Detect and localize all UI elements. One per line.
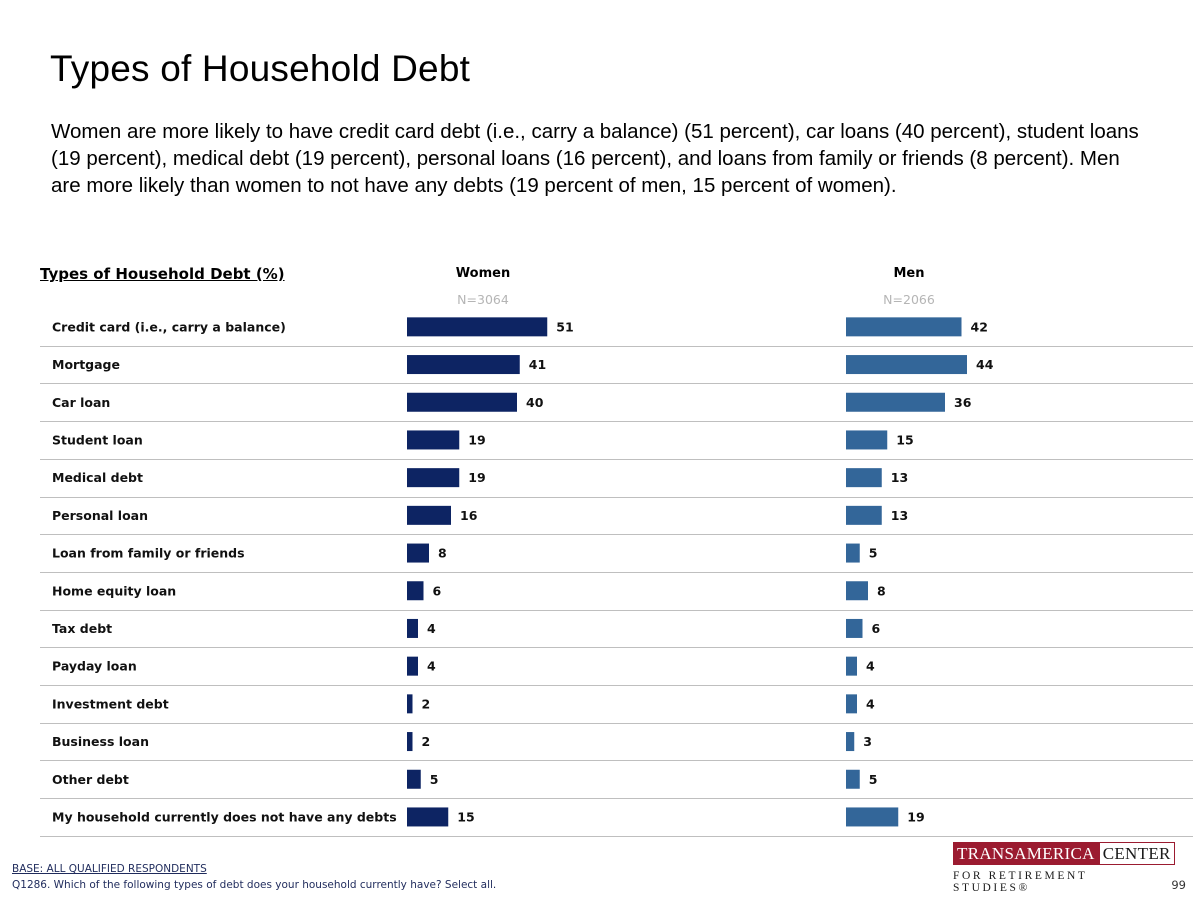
women-value-label: 40 [526,395,544,410]
logo-wordmark-left: TRANSAMERICA [953,842,1099,865]
footer-question-note: Q1286. Which of the following types of d… [12,879,497,891]
women-column-header: Women [455,266,511,281]
men-bar [846,392,945,412]
men-sample-size: N=2066 [883,292,935,307]
women-bar [407,543,429,563]
women-value-label: 5 [430,772,439,787]
category-label: Payday loan [52,659,137,674]
men-bar [846,769,860,789]
men-bar [846,468,882,488]
men-value-label: 42 [971,319,988,334]
category-label: Personal loan [52,508,148,523]
women-bar [407,392,517,412]
women-value-label: 8 [438,546,447,561]
women-value-label: 19 [468,470,485,485]
category-label: Business loan [52,734,149,749]
category-label: Medical debt [52,470,143,485]
women-sample-size: N=3064 [457,292,509,307]
women-bar [407,732,413,752]
men-value-label: 36 [954,395,972,410]
women-bar [407,355,520,375]
women-value-label: 6 [433,583,442,598]
men-column-header: Men [893,266,925,281]
transamerica-logo: TRANSAMERICA CENTER FOR RETIREMENT STUDI… [953,842,1175,894]
footer-base-note: BASE: ALL QUALIFIED RESPONDENTS [12,863,207,875]
category-label: Student loan [52,432,143,447]
logo-wordmark-right: CENTER [1098,842,1175,865]
men-value-label: 6 [872,621,881,636]
men-bar [846,732,855,752]
category-label: Car loan [52,395,110,410]
men-bar [846,807,899,827]
category-label: Other debt [52,772,129,787]
men-bar [846,581,868,601]
men-value-label: 13 [891,470,908,485]
men-value-label: 4 [866,659,875,674]
men-bar [846,505,882,525]
debt-bar-chart: Credit card (i.e., carry a balance) 51 42M… [40,317,1193,837]
men-bar [846,543,860,563]
men-value-label: 5 [869,772,878,787]
men-bar [846,317,962,337]
men-value-label: 44 [976,357,994,372]
men-value-label: 5 [869,546,878,561]
men-bar [846,618,863,638]
page-subtitle: Women are more likely to have credit car… [51,120,1139,197]
men-value-label: 15 [896,432,913,447]
women-value-label: 2 [422,734,431,749]
women-bar [407,769,421,789]
women-bar [407,807,449,827]
category-label: Home equity loan [52,583,176,598]
men-bar [846,430,888,450]
women-value-label: 16 [460,508,478,523]
men-bar [846,656,857,676]
women-bar [407,317,548,337]
category-label: Mortgage [52,357,120,372]
women-bar [407,581,424,601]
category-label: Investment debt [52,696,169,711]
women-value-label: 4 [427,621,436,636]
category-label: Credit card (i.e., carry a balance) [52,319,286,334]
women-value-label: 15 [457,809,474,824]
men-value-label: 8 [877,583,886,598]
women-bar [407,656,418,676]
men-bar [846,355,967,375]
page-number: 99 [1171,878,1186,892]
women-bar [407,618,418,638]
men-value-label: 4 [866,696,875,711]
women-value-label: 19 [468,432,485,447]
women-value-label: 2 [422,696,431,711]
women-value-label: 51 [556,319,573,334]
women-bar [407,468,460,488]
men-bar [846,694,857,714]
men-value-label: 13 [891,508,908,523]
logo-tagline: FOR RETIREMENT STUDIES® [953,870,1088,894]
chart-section-label: Types of Household Debt (%) [40,265,285,283]
category-label: Loan from family or friends [52,546,245,561]
page-title: Types of Household Debt [50,48,471,89]
women-bar [407,505,451,525]
women-value-label: 41 [529,357,546,372]
women-bar [407,430,460,450]
men-value-label: 19 [907,809,924,824]
women-value-label: 4 [427,659,436,674]
women-bar [407,694,413,714]
men-value-label: 3 [863,734,872,749]
category-label: Tax debt [52,621,112,636]
category-label: My household currently does not have any… [52,809,397,824]
